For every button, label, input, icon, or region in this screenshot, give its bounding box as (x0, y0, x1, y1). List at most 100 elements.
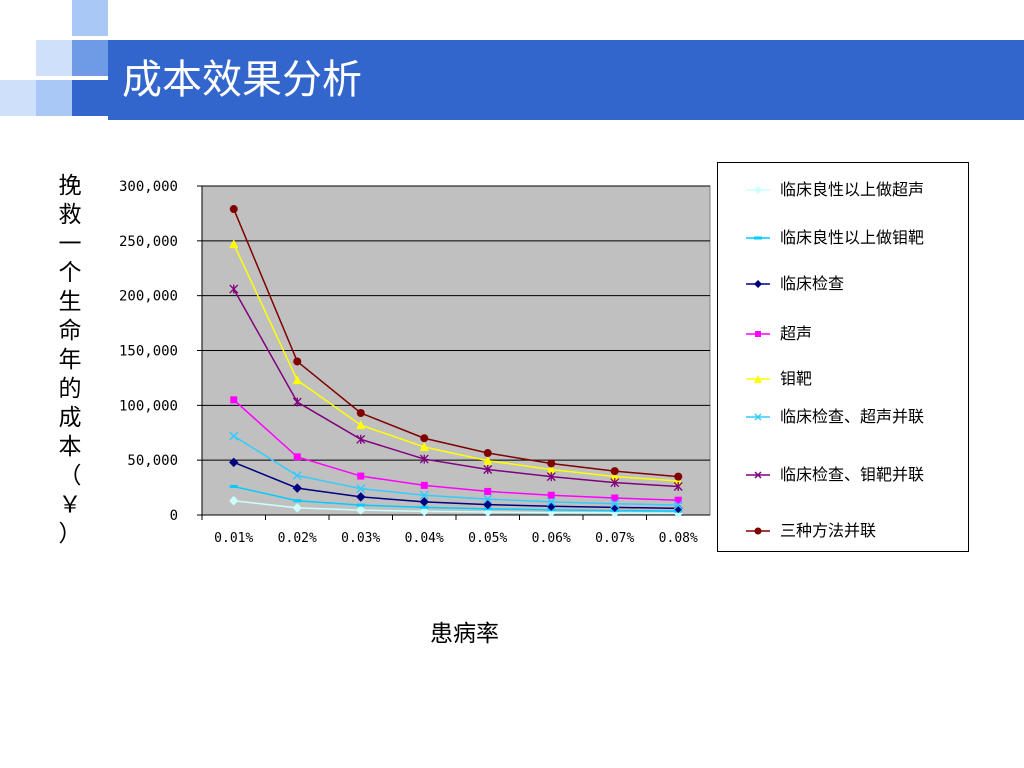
data-point (229, 484, 238, 488)
series-line (233, 399, 679, 501)
legend-label: 超声 (780, 324, 813, 343)
data-point (547, 491, 555, 499)
legend-label: 临床良性以上做超声 (780, 180, 925, 199)
data-point (419, 490, 429, 500)
data-point (356, 492, 366, 502)
data-point (673, 481, 683, 491)
data-point (356, 434, 366, 444)
legend-swatch (746, 375, 770, 383)
legend-swatch (746, 471, 770, 479)
data-point (546, 464, 556, 474)
legend-swatch (746, 236, 770, 240)
y-tick-label: 50,000 (127, 453, 178, 469)
legend-label: 临床检查、超声并联 (780, 407, 925, 426)
series-line (233, 485, 679, 512)
data-point (546, 472, 556, 482)
data-point (292, 503, 302, 513)
data-point (547, 459, 556, 468)
data-point (229, 205, 238, 214)
data-point (356, 420, 366, 430)
data-point (484, 487, 492, 495)
decor-square (72, 0, 108, 36)
data-point (357, 472, 365, 480)
legend-swatch (746, 413, 770, 421)
x-tick-label: 0.03% (341, 531, 380, 546)
series-line (233, 243, 679, 482)
series-line (233, 435, 679, 506)
legend-label: 临床检查 (780, 274, 845, 293)
legend-marker (754, 375, 762, 383)
legend-marker (755, 331, 761, 337)
decor-square (0, 80, 36, 116)
decor-square (36, 80, 72, 116)
legend-swatch (746, 331, 770, 337)
data-point (356, 505, 366, 515)
decor-square (72, 40, 108, 76)
legend-marker (754, 471, 762, 479)
series-line (233, 461, 679, 510)
data-point (229, 284, 239, 294)
data-point (611, 494, 619, 502)
legend-marker (754, 413, 762, 421)
decor-square (72, 80, 108, 116)
x-tick-label: 0.02% (278, 531, 317, 546)
data-point (420, 505, 429, 509)
legend-label: 钼靶 (780, 369, 813, 388)
y-tick-label: 100,000 (119, 398, 178, 414)
data-point (674, 496, 682, 504)
data-point (356, 484, 366, 494)
legend-marker (754, 527, 762, 535)
legend-label: 临床检查、钼靶并联 (780, 465, 925, 484)
data-point (293, 357, 302, 366)
data-point (229, 496, 239, 506)
legend-label: 临床良性以上做钼靶 (780, 228, 925, 247)
data-point (419, 442, 429, 452)
legend-marker (754, 186, 762, 194)
legend-swatch (746, 280, 770, 288)
page-title: 成本效果分析 (122, 57, 362, 103)
data-point (610, 467, 619, 476)
data-point (292, 470, 302, 481)
y-tick-label: 150,000 (119, 344, 178, 360)
data-point (293, 499, 302, 503)
x-tick-label: 0.07% (595, 531, 634, 546)
data-point (419, 497, 429, 507)
data-point (230, 396, 238, 404)
data-point (356, 503, 365, 507)
data-point (293, 453, 301, 461)
data-point (229, 239, 239, 249)
data-point (674, 472, 683, 481)
data-point (483, 455, 493, 465)
data-point (292, 375, 302, 385)
data-point (229, 457, 239, 468)
data-point (229, 431, 239, 441)
data-point (483, 464, 493, 474)
decor-square (36, 40, 72, 76)
series-line (233, 288, 679, 488)
x-tick-label: 0.08% (659, 531, 698, 546)
data-point (483, 494, 493, 504)
data-point (610, 478, 620, 488)
legend-label: 三种方法并联 (780, 521, 877, 540)
data-point (292, 483, 302, 493)
data-point (420, 481, 428, 489)
y-tick-label: 200,000 (119, 289, 178, 305)
data-point (483, 499, 493, 510)
legend-marker (754, 280, 762, 288)
legend-marker (754, 236, 762, 240)
legend-swatch (746, 527, 770, 535)
x-tick-label: 0.01% (214, 531, 253, 546)
chart-legend: 临床良性以上做超声 临床良性以上做钼靶 临床检查超声钼靶临床检查、超声并联 临床检查、… (717, 162, 969, 552)
title-bar (108, 40, 1024, 120)
y-axis-label: 挽救一个生命年的成本（￥） (58, 173, 82, 547)
data-point (292, 397, 302, 407)
series-line (233, 499, 679, 514)
x-tick-label: 0.05% (468, 531, 507, 546)
data-point (546, 497, 556, 507)
data-point (419, 506, 429, 517)
x-axis-label: 患病率 (430, 621, 499, 647)
data-point (673, 500, 683, 510)
legend-swatch (746, 186, 770, 194)
data-point (356, 409, 365, 418)
